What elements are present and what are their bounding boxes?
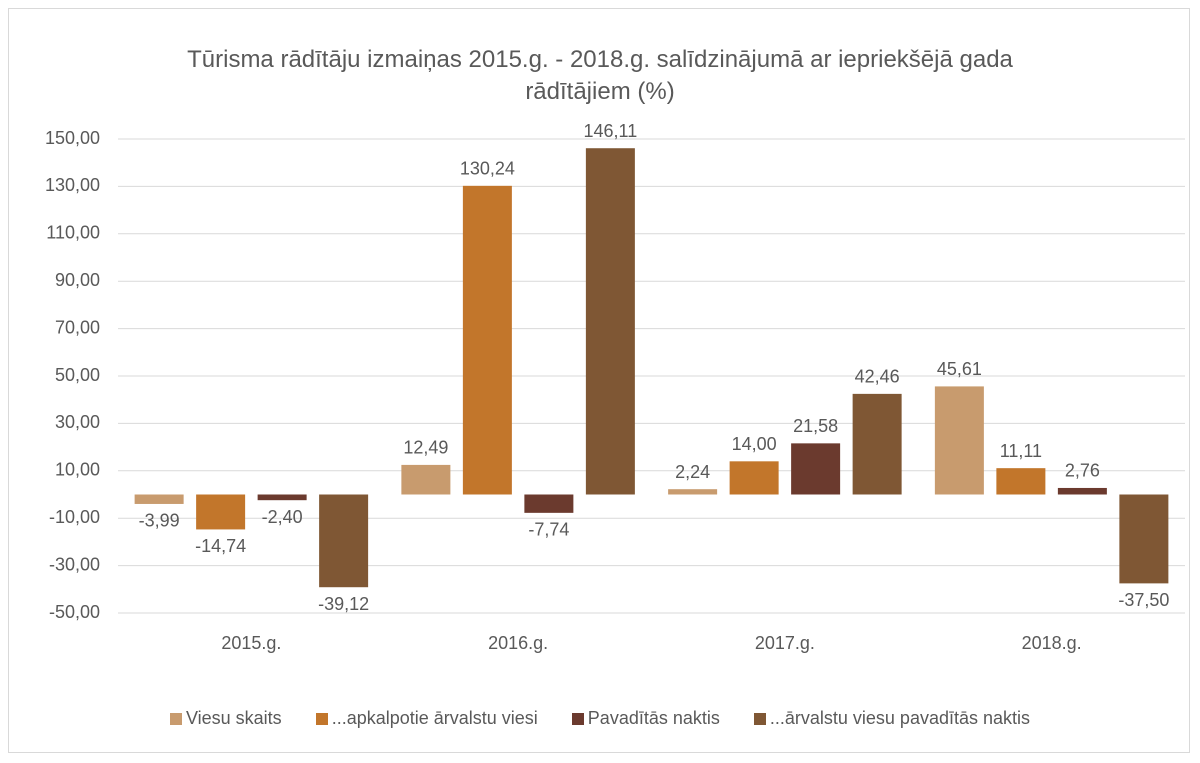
data-label: -37,50 bbox=[1118, 590, 1169, 610]
legend-swatch bbox=[571, 712, 584, 725]
bar bbox=[401, 464, 451, 495]
data-label: 2,24 bbox=[675, 462, 710, 482]
chart-frame bbox=[8, 8, 1190, 753]
y-tick-label: -30,00 bbox=[49, 554, 100, 574]
y-tick-label: 90,00 bbox=[55, 270, 100, 290]
x-tick-label: 2018.g. bbox=[1022, 633, 1082, 653]
legend-item: ...ārvalstu viesu pavadītās naktis bbox=[753, 708, 1031, 729]
legend-swatch bbox=[315, 712, 328, 725]
data-label: 42,46 bbox=[855, 367, 900, 387]
y-tick-label: 150,00 bbox=[45, 128, 100, 148]
data-label: -3,99 bbox=[139, 511, 180, 531]
bar bbox=[668, 489, 718, 495]
data-label: 12,49 bbox=[403, 438, 448, 458]
bar bbox=[585, 148, 635, 495]
bar bbox=[1119, 494, 1169, 584]
legend-swatch bbox=[753, 712, 766, 725]
chart-title: Tūrisma rādītāju izmaiņas 2015.g. - 2018… bbox=[187, 46, 1013, 105]
y-tick-label: 30,00 bbox=[55, 412, 100, 432]
data-label: 14,00 bbox=[732, 434, 777, 454]
legend-item: Pavadītās naktis bbox=[571, 708, 720, 729]
y-tick-label: 10,00 bbox=[55, 460, 100, 480]
data-label: -7,74 bbox=[528, 520, 569, 540]
y-tick-label: 50,00 bbox=[55, 365, 100, 385]
x-tick-label: 2016.g. bbox=[488, 633, 548, 653]
x-tick-label: 2017.g. bbox=[755, 633, 815, 653]
legend-label: ...apkalpotie ārvalstu viesi bbox=[331, 708, 538, 728]
legend-item: Viesu skaits bbox=[169, 708, 282, 729]
bar bbox=[196, 494, 246, 530]
bar bbox=[996, 468, 1046, 495]
legend-swatch bbox=[169, 712, 182, 725]
bar bbox=[134, 494, 184, 504]
data-label: 11,11 bbox=[1000, 441, 1042, 461]
data-label: 2,76 bbox=[1065, 461, 1100, 481]
data-label: -39,12 bbox=[318, 594, 369, 614]
bar bbox=[1057, 487, 1107, 495]
bar bbox=[852, 393, 902, 495]
bar bbox=[257, 494, 307, 501]
data-label: 146,11 bbox=[584, 121, 638, 141]
y-tick-label: -50,00 bbox=[49, 602, 100, 622]
y-tick-label: 110,00 bbox=[46, 223, 100, 243]
bar bbox=[934, 386, 984, 495]
legend-label: Viesu skaits bbox=[185, 708, 282, 728]
data-label: 21,58 bbox=[793, 416, 838, 436]
data-label: -14,74 bbox=[195, 536, 246, 556]
legend: Viesu skaits ...apkalpotie ārvalstu viesi… bbox=[0, 708, 1200, 729]
y-tick-label: -10,00 bbox=[49, 507, 100, 527]
bar bbox=[319, 494, 369, 588]
legend-item: ...apkalpotie ārvalstu viesi bbox=[315, 708, 538, 729]
y-tick-label: 70,00 bbox=[55, 317, 100, 337]
bar bbox=[729, 461, 779, 495]
bar bbox=[524, 494, 574, 513]
data-label: -2,40 bbox=[262, 507, 303, 527]
data-label: 130,24 bbox=[460, 159, 515, 179]
legend-label: ...ārvalstu viesu pavadītās naktis bbox=[769, 708, 1031, 728]
y-tick-label: 130,00 bbox=[45, 175, 100, 195]
data-label: 45,61 bbox=[937, 359, 982, 379]
bar bbox=[462, 185, 512, 495]
bar bbox=[791, 443, 841, 495]
x-tick-label: 2015.g. bbox=[221, 633, 281, 653]
legend-label: Pavadītās naktis bbox=[587, 708, 720, 728]
